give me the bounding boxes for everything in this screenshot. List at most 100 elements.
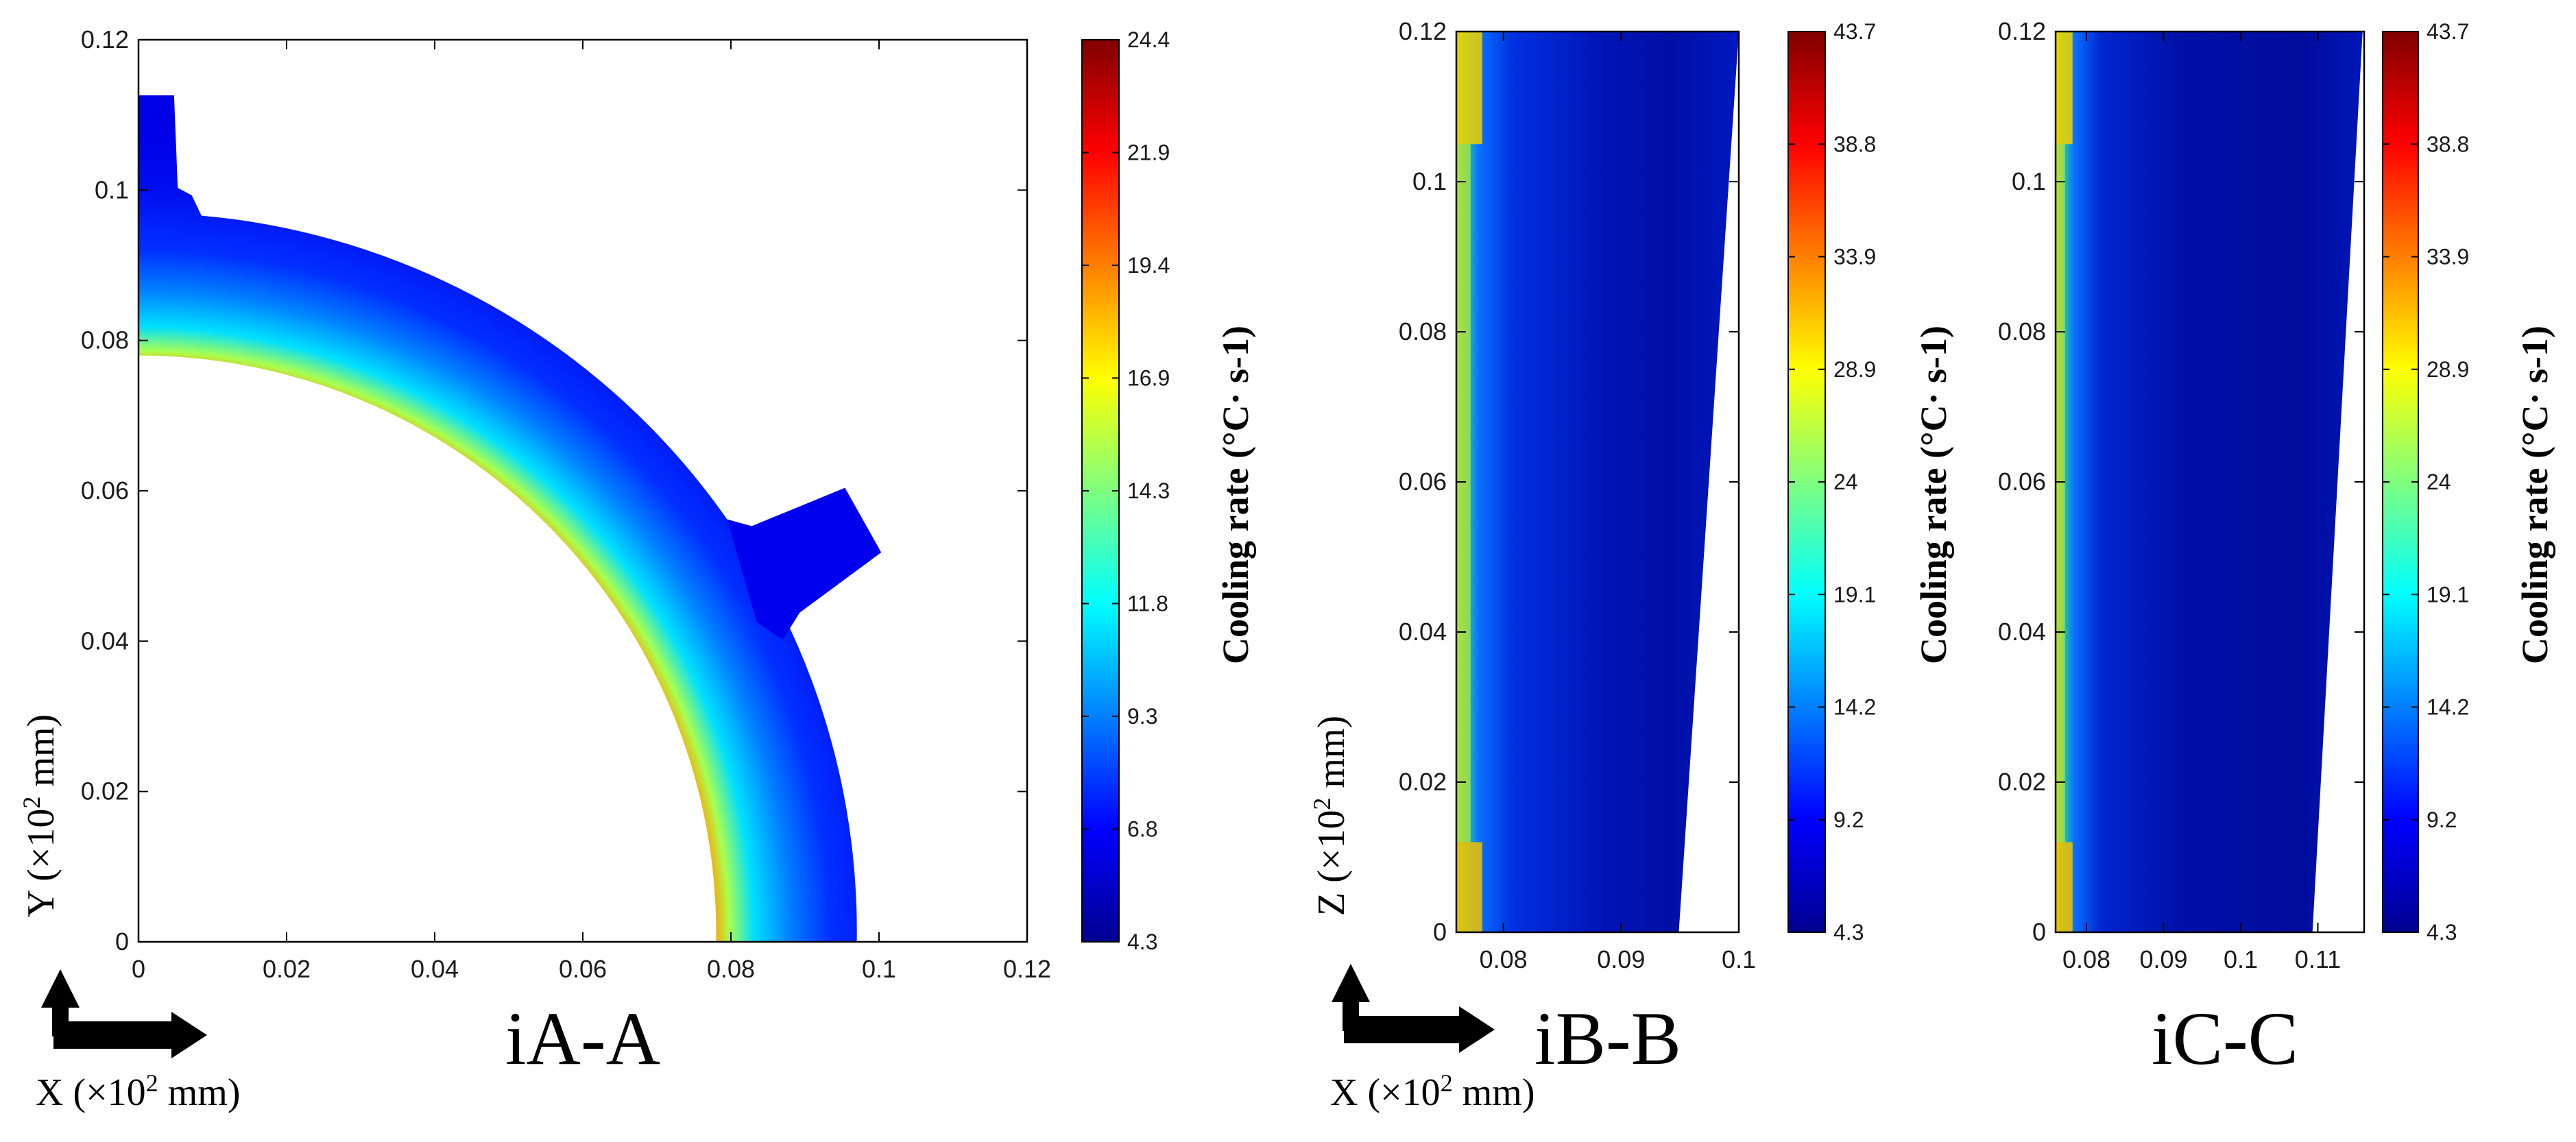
colorbar-label-c: Cooling rate (°C· s-1) — [2514, 326, 2555, 664]
x-axis-label-b: X (×102 mm) — [1330, 1069, 1534, 1114]
x-tick-label: 0.12 — [1003, 955, 1051, 983]
y-tick-label: 0.12 — [81, 25, 129, 53]
y-tick-label: 0.12 — [1399, 17, 1447, 45]
y-tick-label: 0.1 — [1412, 167, 1447, 195]
x-tick-label: 0.09 — [2139, 945, 2187, 973]
hot-band-bottom — [2056, 842, 2073, 932]
y-ticks-a: 0 0.02 0.04 0.06 0.08 0.1 0.12 — [81, 25, 1027, 956]
colorbar-tick-label: 14.2 — [2427, 695, 2469, 720]
colorbar-b: 43.7 38.8 33.9 28.9 24 19.1 14.2 9.2 4.3 — [1787, 19, 1876, 945]
colorbar-tick-label: 21.9 — [1127, 141, 1170, 165]
colorbar-tick-label: 9.2 — [1833, 807, 1864, 832]
panel-title-c: iC-C — [2152, 997, 2298, 1080]
x-ticks-a: 0 0.02 0.04 0.06 0.08 0.1 0.12 — [132, 40, 1051, 983]
colorbar-tick-label: 24 — [1833, 470, 1858, 494]
y-tick-label: 0.06 — [1998, 467, 2046, 496]
colorbar-tick-label: 14.3 — [1127, 478, 1170, 503]
y-tick-label: 0 — [115, 927, 129, 956]
wall-section — [1456, 32, 1739, 932]
colorbar-tick-label: 43.7 — [1833, 19, 1876, 44]
colorbar-tick-label: 4.3 — [1127, 930, 1157, 954]
y-tick-label: 0.02 — [1399, 768, 1447, 796]
colorbar-tick-label: 33.9 — [2427, 245, 2469, 269]
colorbar-tick-label: 33.9 — [1833, 245, 1876, 269]
y-tick-label: 0.08 — [1998, 317, 2046, 345]
y-axis-label-b: Z (×102 mm) — [1308, 716, 1353, 916]
y-tick-label: 0 — [2032, 918, 2046, 946]
y-tick-label: 0.02 — [1998, 768, 2046, 796]
axis-arrows-icon-a — [41, 969, 207, 1058]
colorbar-label-a: Cooling rate (°C· s-1) — [1215, 326, 1256, 664]
y-tick-label: 0 — [1433, 918, 1447, 946]
hot-band-top — [2056, 32, 2073, 145]
wall-section — [2056, 32, 2363, 932]
panel-b: 0.08 0.09 0.1 0 0.02 0.04 0.06 0.08 0.1 0.12 43.… — [1308, 17, 1954, 1114]
colorbar-label-b: Cooling rate (°C· s-1) — [1913, 326, 1954, 664]
colorbar-tick-label: 4.3 — [2427, 920, 2457, 945]
y-axis-label-a: Y (×102 mm) — [18, 714, 62, 917]
y-tick-label: 0.1 — [2012, 167, 2046, 195]
y-tick-label: 0.04 — [1998, 618, 2046, 646]
colorbar-tick-label: 24 — [2427, 470, 2451, 494]
colorbar-c: 43.7 38.8 33.9 28.9 24 19.1 14.2 9.2 4.3 — [2382, 19, 2469, 945]
colorbar-tick-label: 19.1 — [2427, 582, 2469, 607]
y-tick-label: 0.1 — [95, 175, 129, 204]
panel-c: 0.08 0.09 0.1 0.11 0 0.02 0.04 0.06 0.08 0.1 0.12… — [1998, 17, 2555, 1080]
cooling-rate-field-c — [2056, 32, 2363, 932]
hot-band-top — [1456, 32, 1482, 145]
x-tick-label: 0.04 — [411, 955, 459, 983]
colorbar-tick-label: 11.8 — [1127, 592, 1168, 616]
x-ticks-b: 0.08 0.09 0.1 — [1480, 32, 1756, 973]
y-tick-label: 0.12 — [1998, 17, 2046, 45]
colorbar-tick-label: 16.9 — [1127, 366, 1170, 391]
panel-title-b: iB-B — [1534, 997, 1681, 1080]
x-tick-label: 0.1 — [2224, 945, 2258, 973]
colorbar-tick-label: 4.3 — [1833, 920, 1864, 945]
x-ticks-c: 0.08 0.09 0.1 0.11 — [2062, 32, 2341, 973]
colorbar-tick-label: 9.2 — [2427, 807, 2457, 832]
x-tick-label: 0.08 — [707, 955, 755, 983]
cooling-rate-field-a — [139, 95, 882, 943]
x-tick-label: 0.08 — [1480, 945, 1528, 973]
x-tick-label: 0.06 — [559, 955, 607, 983]
x-tick-label: 0.11 — [2295, 945, 2341, 973]
colorbar-tick-label: 38.8 — [2427, 132, 2469, 156]
colorbar-tick-label: 38.8 — [1833, 132, 1876, 156]
hot-band-inner — [2056, 144, 2065, 842]
hot-band-bottom — [1456, 842, 1482, 932]
hot-band-inner — [1456, 144, 1471, 842]
colorbar-tick-label: 9.3 — [1127, 704, 1157, 729]
panel-a: 0 0.02 0.04 0.06 0.08 0.1 0.12 0 0.02 0.04 0.06 0.… — [18, 25, 1256, 1114]
colorbar-tick-label: 6.8 — [1127, 817, 1157, 842]
y-ticks-c: 0 0.02 0.04 0.06 0.08 0.1 0.12 — [1998, 17, 2364, 946]
y-ticks-b: 0 0.02 0.04 0.06 0.08 0.1 0.12 — [1399, 17, 1739, 946]
x-tick-label: 0 — [132, 955, 145, 983]
y-tick-label: 0.06 — [1399, 467, 1447, 496]
y-tick-label: 0.08 — [1399, 317, 1447, 345]
x-tick-label: 0.02 — [263, 955, 311, 983]
x-tick-label: 0.08 — [2062, 945, 2110, 973]
colorbar-tick-label: 14.2 — [1833, 695, 1876, 720]
colorbar-tick-label: 19.1 — [1833, 582, 1876, 607]
colorbar-tick-label: 43.7 — [2427, 19, 2469, 44]
cooling-rate-field-b — [1456, 32, 1739, 932]
nozzle — [727, 487, 882, 640]
axis-arrows-icon-b — [1332, 964, 1495, 1053]
colorbar-tick-label: 28.9 — [1833, 357, 1876, 382]
colorbar-tick-label: 28.9 — [2427, 357, 2469, 382]
x-tick-label: 0.1 — [862, 955, 896, 983]
x-tick-label: 0.09 — [1597, 945, 1645, 973]
y-tick-label: 0.02 — [81, 777, 129, 805]
y-tick-label: 0.06 — [81, 476, 129, 505]
y-tick-label: 0.04 — [1399, 618, 1447, 646]
panel-title-a: iA-A — [505, 997, 660, 1080]
x-tick-label: 0.1 — [1722, 945, 1756, 973]
x-axis-label-a: X (×102 mm) — [36, 1069, 240, 1114]
y-tick-label: 0.04 — [81, 627, 129, 655]
colorbar-tick-label: 19.4 — [1127, 253, 1170, 278]
vessel-wall-section — [139, 95, 857, 943]
y-tick-label: 0.08 — [81, 326, 129, 354]
colorbar-tick-label: 24.4 — [1127, 27, 1170, 52]
colorbar-a: 24.4 21.9 19.4 16.9 14.3 11.8 9.3 6.8 4.3 — [1081, 27, 1170, 954]
